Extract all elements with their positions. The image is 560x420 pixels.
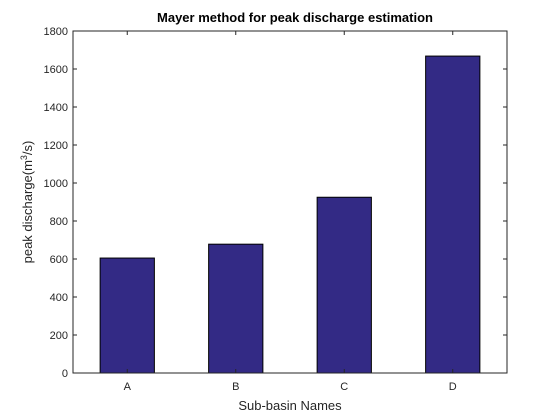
- y-tick-label-1800: 1800: [44, 26, 68, 38]
- bar-C: [316, 196, 372, 374]
- y-tick-label-400: 400: [50, 292, 68, 304]
- y-axis-label-main: peak discharge(m: [20, 160, 35, 263]
- y-tick-label-200: 200: [50, 330, 68, 342]
- bars-group: [99, 55, 481, 374]
- chart-title: Mayer method for peak discharge estimati…: [157, 10, 433, 25]
- y-tick-label-1200: 1200: [44, 140, 68, 152]
- y-tick-label-800: 800: [50, 216, 68, 228]
- x-tick-label-A: A: [124, 381, 132, 393]
- bar-A: [99, 257, 155, 374]
- y-tick-label-1400: 1400: [44, 102, 68, 114]
- y-ticks-group: 0 200 400 600 800 1000 1200 1400 1600 1800: [44, 26, 507, 380]
- bar-B: [208, 243, 264, 374]
- y-axis-label-unit: /s): [20, 141, 35, 155]
- y-axis-label: peak discharge(m3/s): [19, 141, 35, 264]
- x-tick-label-B: B: [232, 381, 239, 393]
- x-ticks-group: A B C D: [124, 31, 457, 393]
- x-tick-label-D: D: [449, 381, 457, 393]
- y-tick-label-0: 0: [62, 368, 68, 380]
- x-tick-label-C: C: [340, 381, 348, 393]
- bar-D: [425, 55, 481, 374]
- y-tick-label-1600: 1600: [44, 64, 68, 76]
- y-tick-label-1000: 1000: [44, 178, 68, 190]
- plot-area-frame: [72, 30, 508, 374]
- x-axis-label: Sub-basin Names: [238, 398, 342, 413]
- y-tick-label-600: 600: [50, 254, 68, 266]
- y-axis-label-superscript: 3: [19, 155, 29, 160]
